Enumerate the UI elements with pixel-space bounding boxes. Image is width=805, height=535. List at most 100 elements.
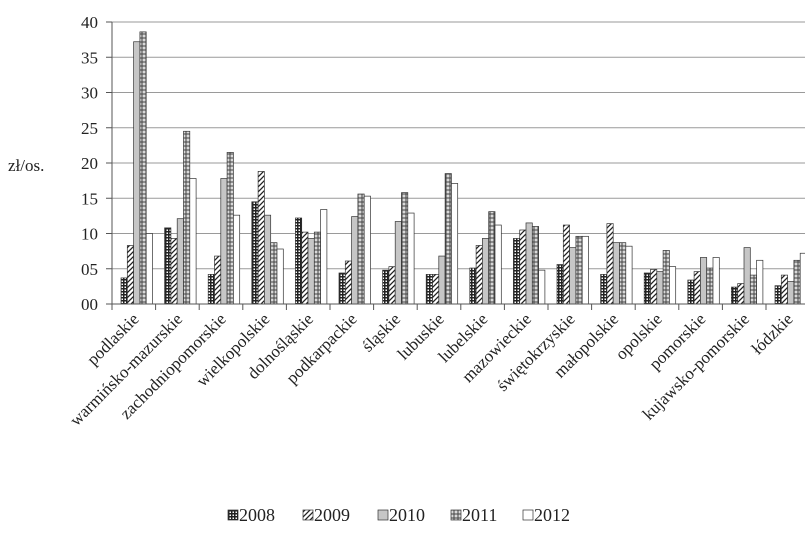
y-tick-label: 15	[81, 189, 98, 208]
bar-2010	[176, 218, 184, 305]
bar-2010	[482, 238, 490, 305]
bar-2012	[756, 259, 764, 305]
bar-2009	[388, 266, 396, 305]
bar-2012	[669, 266, 677, 305]
bar-2008	[382, 269, 390, 305]
legend-label: 2010	[389, 505, 425, 525]
legend-swatch	[522, 509, 534, 521]
bar-2012	[538, 269, 546, 305]
bar-2008	[120, 277, 128, 305]
bar-2010	[612, 242, 620, 305]
bar-2009	[737, 283, 745, 305]
bars	[120, 31, 805, 305]
y-tick-label: 35	[81, 48, 98, 67]
bar-2009	[344, 260, 352, 305]
bar-2008	[600, 274, 608, 305]
bar-2010	[394, 221, 402, 305]
bar-2009	[257, 171, 265, 305]
bar-2009	[301, 231, 309, 305]
bar-2012	[276, 248, 284, 305]
bar-2009	[432, 274, 440, 305]
bar-2011	[662, 250, 670, 305]
legend-label: 2012	[534, 505, 570, 525]
bar-2010	[220, 178, 228, 305]
gridlines	[112, 21, 805, 270]
bar-2012	[407, 212, 415, 305]
bar-2009	[519, 229, 527, 305]
bar-2011	[531, 226, 539, 305]
bar-2009	[606, 223, 614, 305]
bar-2008	[425, 274, 433, 305]
bar-2012	[451, 183, 459, 305]
bar-2010	[569, 247, 577, 305]
bar-2010	[525, 222, 533, 305]
bar-2008	[164, 227, 172, 305]
legend-label: 2009	[314, 505, 350, 525]
y-tick-label: 00	[81, 295, 98, 314]
legend-swatch	[377, 509, 389, 521]
bar-2009	[475, 245, 483, 305]
bar-2010	[133, 41, 141, 305]
bar-2011	[401, 192, 409, 305]
bar-2011	[357, 193, 365, 305]
y-axis: 00 05 10 15 20 25 30 35 40	[81, 13, 113, 314]
bar-2010	[700, 257, 708, 305]
x-axis: podlaskiewarmińsko-mazurskiezachodniopom…	[66, 303, 805, 430]
y-tick-label: 40	[81, 13, 98, 32]
bar-2008	[774, 285, 782, 305]
bar-2012	[233, 214, 241, 305]
bar-2008	[731, 286, 739, 305]
bar-2010	[438, 255, 446, 305]
legend-swatch	[450, 509, 462, 521]
bar-2011	[619, 242, 627, 305]
y-tick-label: 10	[81, 225, 98, 244]
y-axis-label: zł/os.	[8, 156, 44, 175]
bar-2009	[650, 269, 658, 305]
bar-2008	[513, 238, 521, 305]
bar-2009	[693, 271, 701, 305]
bar-2010	[264, 214, 272, 305]
y-tick-label: 30	[81, 84, 98, 103]
legend-swatch	[302, 509, 314, 521]
y-tick-label: 25	[81, 119, 98, 138]
legend-swatch	[227, 509, 239, 521]
bar-2011	[183, 130, 191, 305]
legend-label: 2008	[239, 505, 275, 525]
bar-2011	[444, 173, 452, 305]
bar-2008	[338, 272, 346, 305]
bar-2009	[170, 238, 178, 305]
x-tick-label: łódzkie	[748, 309, 797, 358]
bar-2011	[139, 31, 147, 305]
bar-2008	[295, 217, 303, 305]
bar-2012	[189, 178, 197, 305]
bar-2011	[706, 267, 714, 305]
legend: 2008 2009 2010 2011 2012	[227, 505, 570, 525]
bar-2008	[251, 201, 259, 305]
bar-2011	[313, 231, 321, 305]
bar-2011	[793, 259, 801, 305]
bar-2008	[207, 274, 215, 305]
bar-2010	[307, 238, 315, 305]
bar-2011	[488, 211, 496, 305]
bar-2008	[687, 279, 695, 305]
bar-2009	[126, 245, 134, 305]
bar-2008	[643, 272, 651, 305]
bar-2012	[320, 209, 328, 305]
bar-2010	[787, 281, 795, 305]
bar-2009	[562, 224, 570, 305]
bar-2008	[469, 267, 477, 305]
y-tick-label: 05	[81, 260, 98, 279]
bar-2009	[780, 274, 788, 305]
legend-label: 2011	[462, 505, 497, 525]
y-tick-label: 20	[81, 154, 98, 173]
bar-2012	[712, 257, 720, 305]
bar-2010	[656, 271, 664, 305]
bar-2011	[749, 274, 757, 305]
bar-2011	[226, 152, 234, 305]
bar-2012	[581, 235, 589, 305]
bar-2011	[575, 235, 583, 305]
bar-2012	[494, 224, 502, 305]
bar-2012	[799, 252, 805, 305]
bar-2011	[270, 242, 278, 305]
